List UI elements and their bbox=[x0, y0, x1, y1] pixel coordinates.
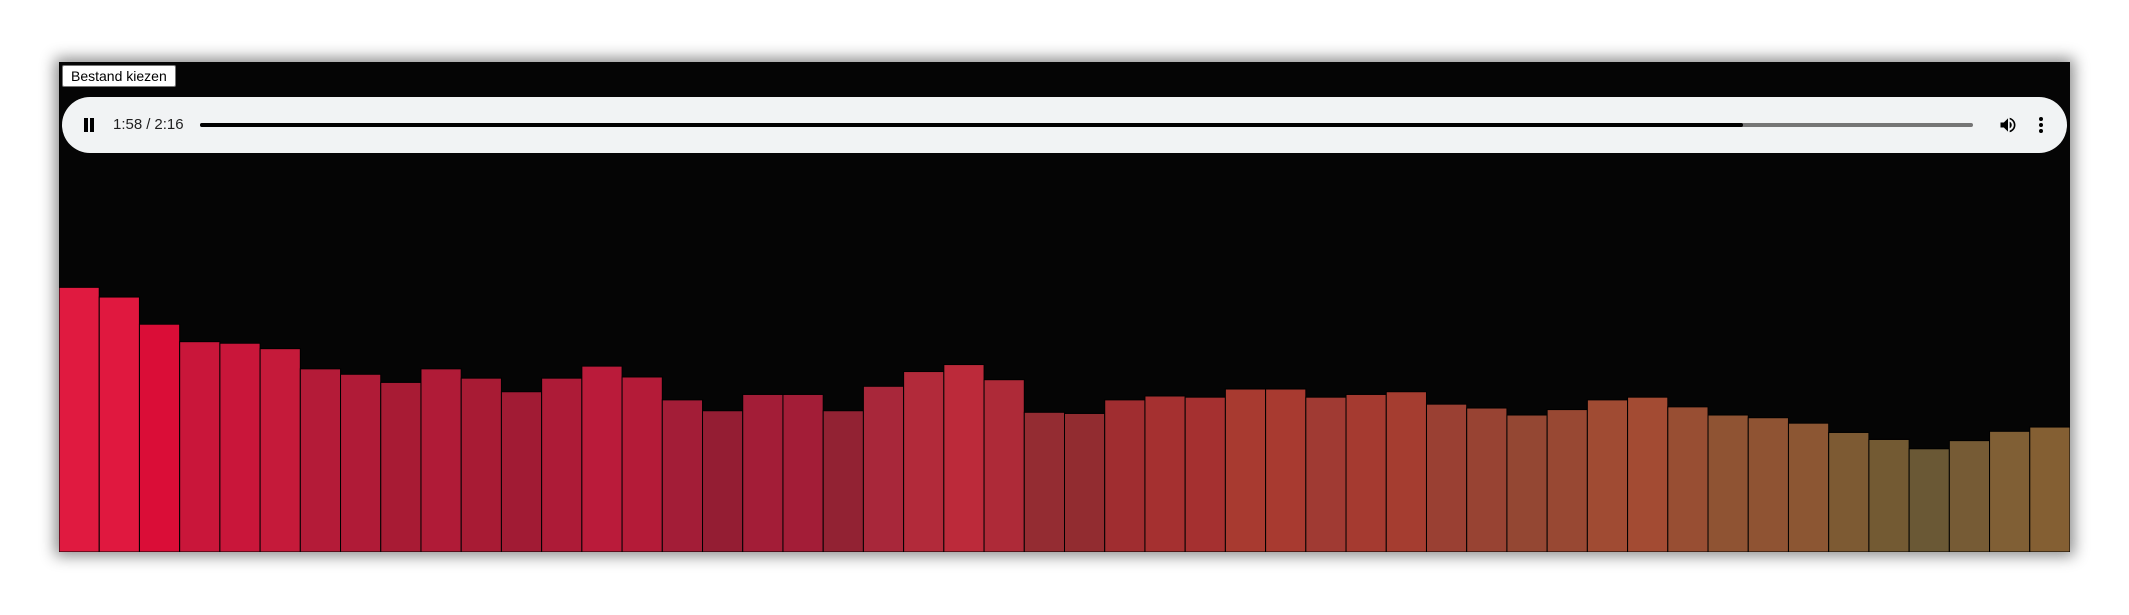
visualizer-bar bbox=[1506, 414, 1548, 552]
visualizer-bar bbox=[541, 377, 583, 552]
visualizer-bar bbox=[1064, 412, 1106, 552]
duration: 2:16 bbox=[154, 116, 184, 133]
visualizer-bar bbox=[219, 342, 261, 552]
visualizer-bar bbox=[138, 323, 181, 552]
visualizer-bar bbox=[1989, 430, 2031, 552]
visualizer-bar bbox=[581, 365, 623, 552]
visualizer-bar bbox=[340, 373, 382, 552]
visualizer-bar bbox=[702, 410, 744, 552]
visualizer-bar bbox=[98, 296, 140, 552]
visualizer-bar bbox=[380, 381, 422, 552]
visualizer-bar bbox=[1787, 422, 1830, 552]
visualizer-bar bbox=[1627, 396, 1669, 552]
seek-bar[interactable] bbox=[200, 123, 1973, 127]
visualizer-bar bbox=[1707, 414, 1749, 552]
visualizer-bar bbox=[742, 393, 784, 552]
visualizer-bar bbox=[621, 376, 663, 552]
visualizer-bar bbox=[1385, 391, 1427, 552]
visualizer-bar bbox=[661, 399, 704, 552]
visualizer-bar bbox=[59, 286, 100, 552]
visualizer-bar bbox=[420, 368, 462, 552]
visualizer-bar bbox=[1425, 403, 1468, 552]
visualizer-bar bbox=[299, 368, 342, 552]
choose-file-button[interactable]: Bestand kiezen bbox=[62, 65, 176, 87]
visualizer-bar bbox=[1144, 395, 1186, 552]
visualizer-bar bbox=[1104, 399, 1146, 552]
visualizer-bar bbox=[179, 341, 221, 552]
visualizer-bar bbox=[1586, 399, 1629, 552]
frequency-visualizer bbox=[59, 286, 2070, 552]
visualizer-bar bbox=[782, 393, 824, 552]
current-time: 1:58 bbox=[113, 116, 143, 133]
visualizer-bar bbox=[903, 371, 945, 552]
visualizer-bar bbox=[862, 385, 905, 552]
visualizer-bar bbox=[1908, 448, 1950, 552]
visualizer-bar bbox=[1305, 396, 1347, 552]
visualizer-bar bbox=[500, 391, 543, 552]
visualizer-bar bbox=[1345, 393, 1387, 552]
visualizer-bar bbox=[1828, 431, 1870, 552]
app-window: Bestand kiezen 1:58/2:16 bbox=[59, 62, 2070, 552]
visualizer-bar bbox=[943, 364, 985, 552]
audio-player: 1:58/2:16 bbox=[62, 97, 2067, 153]
visualizer-bar bbox=[1184, 396, 1226, 552]
visualizer-bar bbox=[1747, 417, 1789, 552]
visualizer-bar bbox=[983, 379, 1025, 552]
pause-icon[interactable] bbox=[83, 118, 95, 132]
time-display: 1:58/2:16 bbox=[113, 115, 184, 135]
more-vert-icon[interactable] bbox=[2037, 115, 2045, 135]
visualizer-bar bbox=[1023, 411, 1066, 552]
visualizer-bar bbox=[1466, 407, 1508, 552]
visualizer-bar bbox=[1667, 406, 1709, 552]
visualizer-bar bbox=[1546, 409, 1588, 552]
visualizer-bar bbox=[1868, 438, 1910, 552]
seek-bar-fill bbox=[200, 123, 1743, 127]
visualizer-bar bbox=[1948, 440, 1991, 552]
visualizer-bar bbox=[460, 377, 502, 552]
volume-icon[interactable] bbox=[1998, 115, 2018, 135]
visualizer-bar bbox=[259, 348, 301, 552]
visualizer-bar bbox=[1224, 388, 1267, 552]
visualizer-bar bbox=[1265, 388, 1307, 552]
visualizer-bar bbox=[2029, 426, 2070, 552]
time-separator: / bbox=[146, 116, 151, 133]
visualizer-bar bbox=[822, 410, 864, 552]
